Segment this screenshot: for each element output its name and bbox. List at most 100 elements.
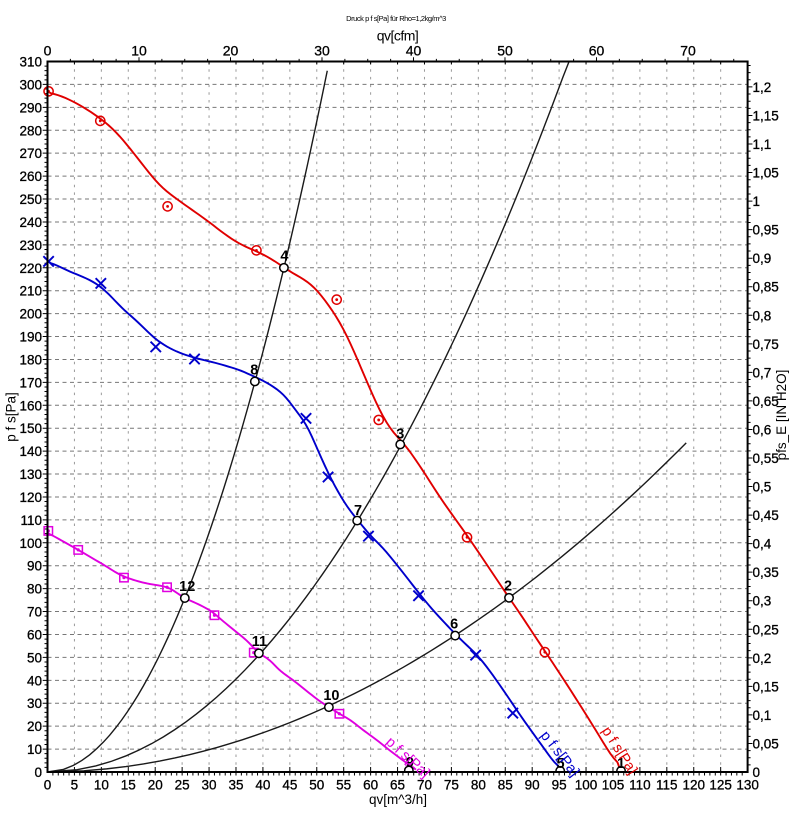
svg-text:5: 5: [556, 756, 564, 772]
svg-text:0: 0: [44, 778, 52, 793]
svg-text:0: 0: [44, 43, 52, 59]
svg-text:25: 25: [175, 778, 190, 793]
svg-text:0,75: 0,75: [753, 337, 779, 352]
svg-text:160: 160: [19, 398, 42, 413]
svg-text:5: 5: [71, 778, 79, 793]
svg-text:105: 105: [602, 778, 625, 793]
svg-text:0,15: 0,15: [753, 679, 779, 694]
svg-text:1: 1: [753, 194, 761, 209]
svg-text:310: 310: [19, 55, 42, 70]
svg-text:40: 40: [27, 673, 42, 688]
svg-text:10: 10: [94, 778, 109, 793]
svg-text:0,8: 0,8: [753, 308, 772, 323]
svg-text:60: 60: [27, 627, 42, 642]
svg-text:50: 50: [497, 43, 513, 59]
svg-text:0,65: 0,65: [753, 394, 779, 409]
svg-text:45: 45: [282, 778, 297, 793]
svg-text:290: 290: [19, 100, 42, 115]
svg-text:50: 50: [27, 650, 42, 665]
svg-text:260: 260: [19, 169, 42, 184]
svg-text:90: 90: [27, 559, 42, 574]
svg-text:10: 10: [131, 43, 147, 59]
svg-text:85: 85: [498, 778, 513, 793]
svg-text:300: 300: [19, 77, 42, 92]
svg-text:65: 65: [390, 778, 405, 793]
svg-text:110: 110: [20, 513, 42, 528]
svg-text:100: 100: [19, 536, 42, 551]
svg-text:0,5: 0,5: [753, 480, 772, 495]
svg-text:40: 40: [406, 43, 422, 59]
svg-text:0,25: 0,25: [753, 622, 779, 637]
svg-text:115: 115: [656, 778, 678, 793]
svg-text:180: 180: [19, 352, 42, 367]
svg-text:qv[cfm]: qv[cfm]: [377, 28, 419, 44]
svg-text:1,1: 1,1: [753, 137, 772, 152]
svg-text:0,3: 0,3: [753, 594, 772, 609]
svg-text:0,95: 0,95: [753, 223, 779, 238]
svg-text:150: 150: [19, 421, 42, 436]
svg-text:120: 120: [19, 490, 42, 505]
svg-text:30: 30: [314, 43, 330, 59]
svg-text:20: 20: [27, 719, 42, 734]
svg-text:10: 10: [323, 688, 339, 704]
svg-text:80: 80: [27, 582, 42, 597]
svg-text:0,55: 0,55: [753, 451, 779, 466]
svg-text:8: 8: [250, 362, 258, 378]
svg-text:Druck p f s[Pa] für Rho=1,2kg/: Druck p f s[Pa] für Rho=1,2kg/m^3: [346, 14, 446, 23]
svg-text:210: 210: [19, 284, 42, 299]
svg-text:1,15: 1,15: [753, 108, 779, 123]
svg-text:pfs_E [IN H2O]: pfs_E [IN H2O]: [774, 370, 789, 461]
svg-text:0,1: 0,1: [753, 708, 772, 723]
svg-text:0,6: 0,6: [753, 422, 772, 437]
svg-text:230: 230: [19, 238, 42, 253]
svg-text:200: 200: [19, 307, 42, 322]
svg-text:12: 12: [179, 579, 195, 595]
svg-text:240: 240: [19, 215, 42, 230]
svg-text:0,35: 0,35: [753, 565, 779, 580]
svg-text:130: 130: [736, 778, 759, 793]
svg-text:15: 15: [121, 778, 136, 793]
svg-text:125: 125: [709, 778, 732, 793]
svg-text:80: 80: [471, 778, 486, 793]
svg-text:50: 50: [309, 778, 324, 793]
svg-text:75: 75: [444, 778, 459, 793]
svg-text:0,2: 0,2: [753, 651, 772, 666]
svg-text:220: 220: [19, 261, 42, 276]
svg-text:140: 140: [19, 444, 42, 459]
svg-text:20: 20: [148, 778, 163, 793]
svg-text:20: 20: [223, 43, 239, 59]
svg-text:40: 40: [255, 778, 270, 793]
svg-text:70: 70: [680, 43, 696, 59]
svg-text:30: 30: [27, 696, 42, 711]
svg-text:3: 3: [396, 427, 404, 443]
svg-text:1: 1: [617, 756, 625, 772]
svg-text:70: 70: [27, 605, 42, 620]
svg-text:0: 0: [34, 765, 42, 780]
svg-text:30: 30: [202, 778, 217, 793]
svg-text:70: 70: [417, 778, 432, 793]
svg-text:60: 60: [363, 778, 378, 793]
svg-text:1,05: 1,05: [753, 166, 779, 181]
svg-text:120: 120: [682, 778, 705, 793]
svg-text:100: 100: [575, 778, 598, 793]
svg-text:170: 170: [19, 375, 42, 390]
svg-text:p f s[Pa]: p f s[Pa]: [4, 392, 19, 442]
svg-text:0,4: 0,4: [753, 537, 772, 552]
svg-text:2: 2: [504, 579, 512, 595]
svg-text:0,7: 0,7: [753, 365, 772, 380]
svg-text:0,45: 0,45: [753, 508, 779, 523]
svg-text:0: 0: [753, 765, 761, 780]
svg-text:190: 190: [19, 330, 42, 345]
svg-text:110: 110: [629, 778, 651, 793]
svg-text:1,2: 1,2: [753, 80, 772, 95]
svg-text:95: 95: [552, 778, 567, 793]
svg-text:0,9: 0,9: [753, 251, 772, 266]
svg-text:60: 60: [589, 43, 605, 59]
svg-text:0,85: 0,85: [753, 280, 779, 295]
svg-text:55: 55: [336, 778, 351, 793]
svg-text:130: 130: [19, 467, 42, 482]
svg-text:270: 270: [19, 146, 42, 161]
svg-text:9: 9: [406, 755, 414, 771]
svg-text:280: 280: [19, 123, 42, 138]
svg-text:7: 7: [354, 503, 362, 519]
